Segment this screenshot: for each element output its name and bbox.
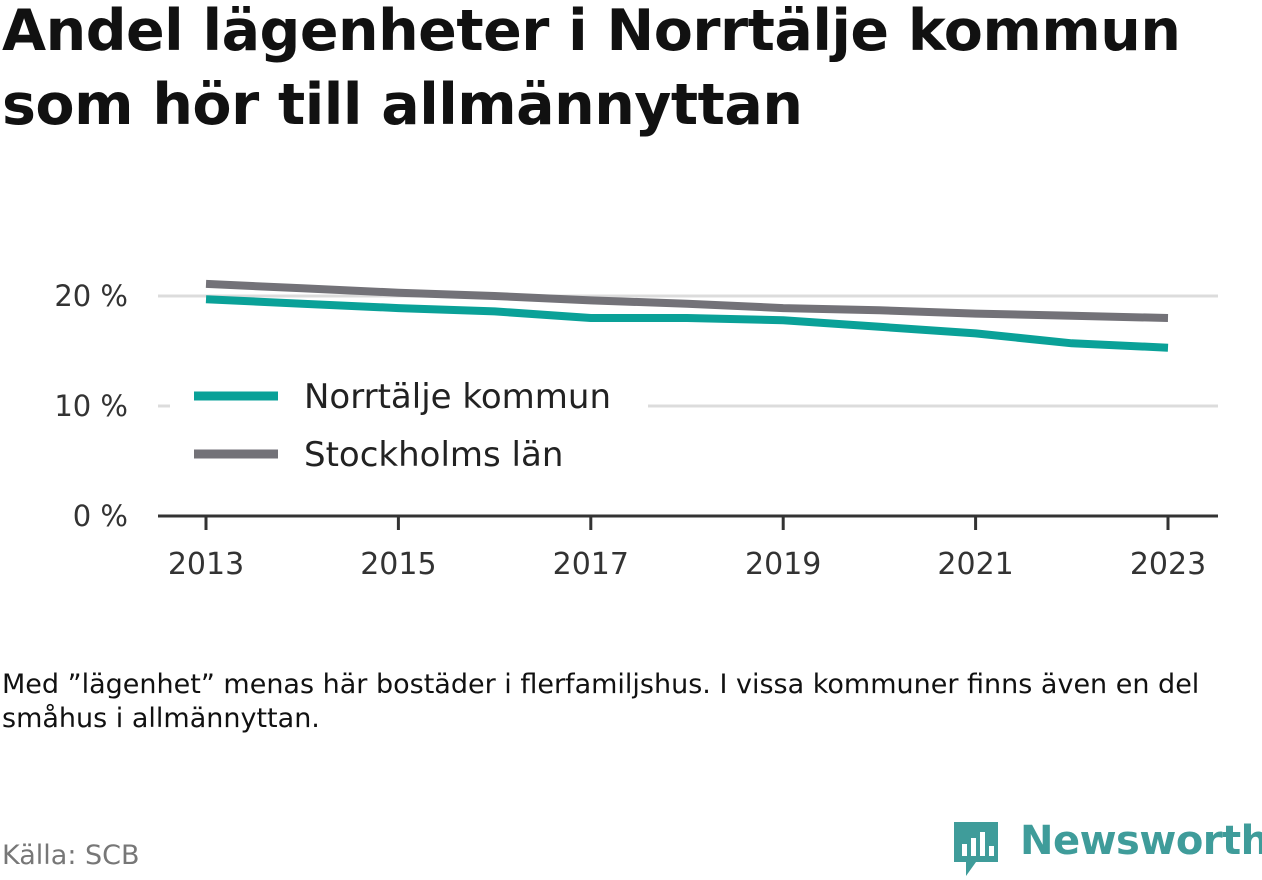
x-tick-label: 2023	[1130, 547, 1206, 582]
x-tick-label: 2013	[168, 547, 244, 582]
x-tick-label: 2019	[745, 547, 821, 582]
legend-label: Norrtälje kommun	[304, 377, 611, 417]
legend-label: Stockholms län	[304, 435, 563, 475]
series-line-norrtälje-kommun	[205, 295, 1169, 352]
newsworthy-logo-icon	[954, 822, 998, 876]
source-label: Källa: SCB	[2, 840, 140, 871]
y-tick-label: 0 %	[73, 499, 128, 533]
line-chart: 0 % 10 % 20 % 2013 2015 2017 2019 2021 2023 Nor…	[54, 279, 1218, 582]
series-lines	[205, 279, 1169, 352]
chart-title: Andel lägenheter i Norrtälje kommun som …	[2, 0, 1181, 138]
legend-background	[170, 362, 648, 486]
x-tick-label: 2017	[553, 547, 629, 582]
x-axis: 2013 2015 2017 2019 2021 2023	[158, 514, 1218, 582]
legend: Norrtälje kommun Stockholms län	[170, 362, 648, 486]
y-tick-label: 10 %	[54, 389, 128, 423]
brand-logo: Newsworthy	[950, 818, 1262, 878]
y-tick-label: 20 %	[54, 279, 128, 313]
x-tick-label: 2015	[360, 547, 436, 582]
grid-lines: 0 % 10 % 20 %	[54, 279, 1218, 533]
x-tick-label: 2021	[937, 547, 1013, 582]
brand-name: Newsworthy	[1020, 818, 1262, 864]
chart-footnote: Med ”lägenhet” menas här bostäder i fler…	[2, 669, 1200, 734]
series-line-stockholms-län	[205, 279, 1169, 322]
